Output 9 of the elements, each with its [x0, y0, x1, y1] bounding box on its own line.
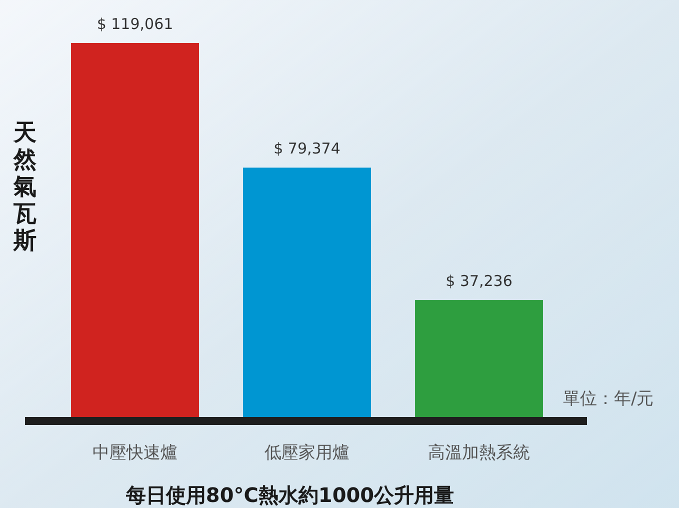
data-label: $ 79,374	[274, 140, 340, 158]
x-tick-label: 中壓快速爐	[92, 443, 178, 463]
x-tick-label: 高溫加熱系統	[428, 443, 530, 463]
x-axis-title: 每日使用80°C熱水約1000公升用量	[124, 483, 454, 507]
y-axis-title: 天然氣瓦斯	[12, 120, 38, 254]
data-label: $ 119,061	[96, 15, 174, 33]
data-label: $ 37,236	[446, 272, 512, 290]
annotation: 單位：年/元	[563, 389, 654, 409]
x-tick-label: 低壓家用爐	[264, 443, 350, 463]
